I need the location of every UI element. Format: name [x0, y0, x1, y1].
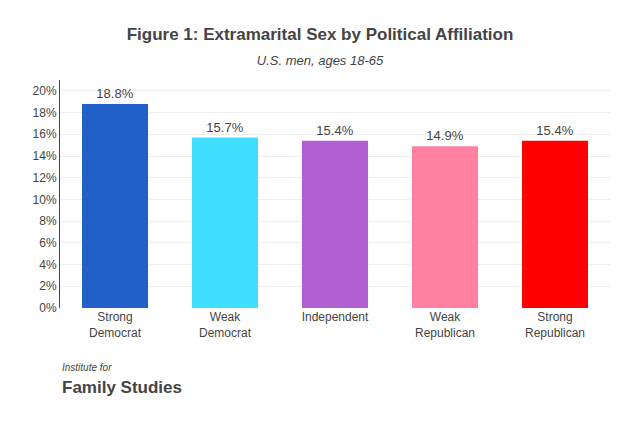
svg-text:12%: 12%: [33, 171, 57, 185]
svg-text:Institute for: Institute for: [62, 362, 112, 373]
svg-text:WeakRepublican: WeakRepublican: [415, 310, 475, 340]
svg-text:2%: 2%: [39, 279, 57, 293]
svg-text:15.4%: 15.4%: [316, 123, 353, 138]
svg-text:15.7%: 15.7%: [206, 120, 243, 135]
svg-text:14.9%: 14.9%: [426, 128, 463, 143]
svg-text:16%: 16%: [33, 127, 57, 141]
svg-text:Independent: Independent: [302, 310, 369, 324]
svg-text:StrongRepublican: StrongRepublican: [525, 310, 585, 340]
svg-text:18.8%: 18.8%: [96, 86, 133, 101]
svg-text:0%: 0%: [39, 301, 57, 315]
svg-text:15.4%: 15.4%: [536, 123, 573, 138]
svg-text:Figure 1: Extramarital Sex by: Figure 1: Extramarital Sex by Political …: [127, 25, 514, 44]
svg-text:4%: 4%: [39, 258, 57, 272]
svg-text:8%: 8%: [39, 214, 57, 228]
svg-text:20%: 20%: [33, 84, 57, 98]
svg-text:18%: 18%: [33, 106, 57, 120]
svg-text:StrongDemocrat: StrongDemocrat: [89, 310, 142, 340]
svg-text:10%: 10%: [33, 193, 57, 207]
svg-text:14%: 14%: [33, 149, 57, 163]
svg-text:Family Studies: Family Studies: [62, 378, 182, 397]
svg-text:6%: 6%: [39, 236, 57, 250]
svg-text:U.S. men, ages 18-65: U.S. men, ages 18-65: [257, 53, 384, 68]
svg-text:WeakDemocrat: WeakDemocrat: [199, 310, 252, 340]
